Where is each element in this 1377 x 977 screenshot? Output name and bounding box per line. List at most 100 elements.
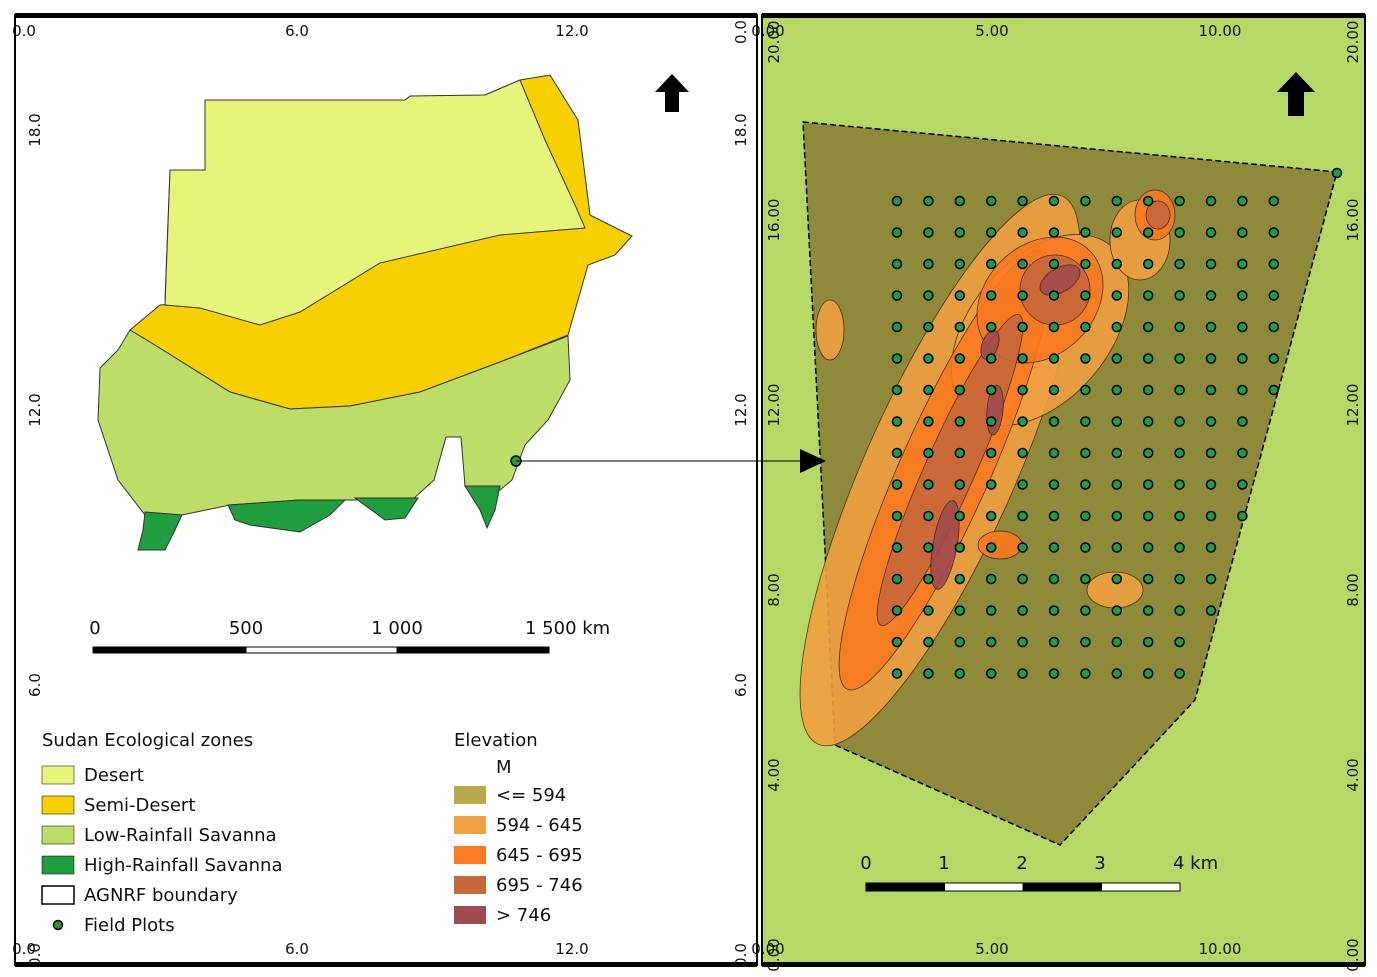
elevation-zone: [876, 313, 1024, 627]
field-plot: [1174, 290, 1185, 301]
field-plot: [1111, 510, 1123, 522]
field-plot: [1048, 510, 1060, 522]
field-plot: [923, 384, 934, 396]
field-plot: [1205, 353, 1217, 364]
field-plot: [1048, 542, 1060, 553]
frame-label: 20.00: [765, 21, 783, 64]
legend-label: Desert: [84, 765, 144, 786]
field-plot: [1080, 353, 1091, 364]
site: [799, 121, 1343, 846]
field-plot: [985, 542, 997, 553]
field-plot: [985, 195, 997, 207]
field-plot: [1142, 258, 1154, 270]
frame-label: 0.00: [765, 938, 783, 971]
frame-label: 10.00: [1199, 940, 1242, 958]
field-plot: [1142, 636, 1154, 648]
field-plot: [891, 258, 903, 270]
field-plot: [1080, 668, 1091, 679]
field-plot: [1268, 290, 1280, 301]
field-plot: [985, 605, 997, 616]
field-plot: [954, 416, 966, 427]
frame-label: 12.0: [732, 393, 750, 426]
legend-swatch: [454, 906, 486, 924]
legend-label: 695 - 746: [496, 875, 583, 896]
field-plot: [1205, 416, 1217, 427]
field-plot: [954, 353, 966, 364]
field-plot: [985, 353, 997, 364]
frame-label: 6.0: [26, 673, 44, 697]
field-plot: [1174, 479, 1185, 490]
frame-label: 20.00: [1344, 21, 1362, 64]
field-plot: [923, 195, 934, 207]
field-plot: [954, 290, 966, 301]
frame-label: 0.0: [26, 943, 44, 967]
field-plot: [1111, 636, 1123, 648]
field-plot: [891, 573, 903, 585]
field-plot: [923, 353, 934, 364]
field-plot: [1331, 167, 1343, 179]
field-plot: [1174, 447, 1185, 459]
elevation-zone: [1145, 200, 1171, 230]
field-plot: [1111, 321, 1123, 333]
elevation-zone: [1039, 264, 1081, 296]
field-plot: [1174, 321, 1185, 333]
field-plot: [1017, 573, 1028, 585]
legend-swatch: [41, 765, 75, 785]
field-plot: [1268, 258, 1280, 270]
field-plot: [1142, 353, 1154, 364]
scale-label: 4 km: [1173, 853, 1218, 874]
link-arrow: [800, 449, 826, 473]
legend-label: <= 594: [496, 785, 566, 806]
frame-label: 12.0: [555, 940, 588, 958]
field-plot: [1174, 542, 1185, 553]
field-plot: [1205, 195, 1217, 207]
field-plot: [985, 258, 997, 270]
field-plot: [891, 510, 903, 522]
field-plot: [1142, 416, 1154, 427]
field-plot: [1174, 573, 1185, 585]
field-plot: [1205, 542, 1217, 553]
field-plot: [923, 605, 934, 616]
field-plot: [1017, 321, 1028, 333]
field-plot: [1174, 416, 1185, 427]
frame-label: 0.0: [12, 940, 36, 958]
frame-label: 5.00: [975, 22, 1008, 40]
field-plot: [1017, 384, 1028, 396]
legend-swatch: [454, 786, 486, 804]
scale-segment: [245, 646, 398, 654]
frame-label: 12.0: [555, 22, 588, 40]
frame-label: 12.00: [1344, 384, 1362, 427]
field-plot: [1111, 227, 1123, 238]
scale-label: 1 500 km: [525, 618, 610, 639]
field-plot: [923, 447, 934, 459]
field-plot: [1237, 353, 1248, 364]
high-rainfall-savanna: [227, 499, 347, 533]
field-plot: [1268, 227, 1280, 238]
field-plot: [1237, 195, 1248, 207]
field-plot: [923, 573, 934, 585]
field-plot: [891, 605, 903, 616]
scale-segment: [92, 646, 247, 654]
field-plot: [923, 416, 934, 427]
legend-title: Sudan Ecological zones: [42, 730, 253, 751]
frame-band: [762, 13, 1365, 18]
high-rainfall-savanna: [464, 485, 501, 530]
zones: [97, 74, 633, 551]
field-plot: [891, 542, 903, 553]
field-plot: [891, 416, 903, 427]
field-plot: [1205, 321, 1217, 333]
field-plot: [1017, 605, 1028, 616]
field-plot: [1048, 384, 1060, 396]
field-plot: [954, 258, 966, 270]
field-plot: [1080, 290, 1091, 301]
field-plot: [1048, 195, 1060, 207]
field-plot: [985, 636, 997, 648]
field-plot: [891, 636, 903, 648]
field-plot: [1080, 542, 1091, 553]
field-plot: [1048, 416, 1060, 427]
field-plot: [985, 668, 997, 679]
field-plot: [1142, 573, 1154, 585]
field-plot: [1080, 479, 1091, 490]
field-plot: [1080, 258, 1091, 270]
scale-segment: [1101, 882, 1181, 892]
